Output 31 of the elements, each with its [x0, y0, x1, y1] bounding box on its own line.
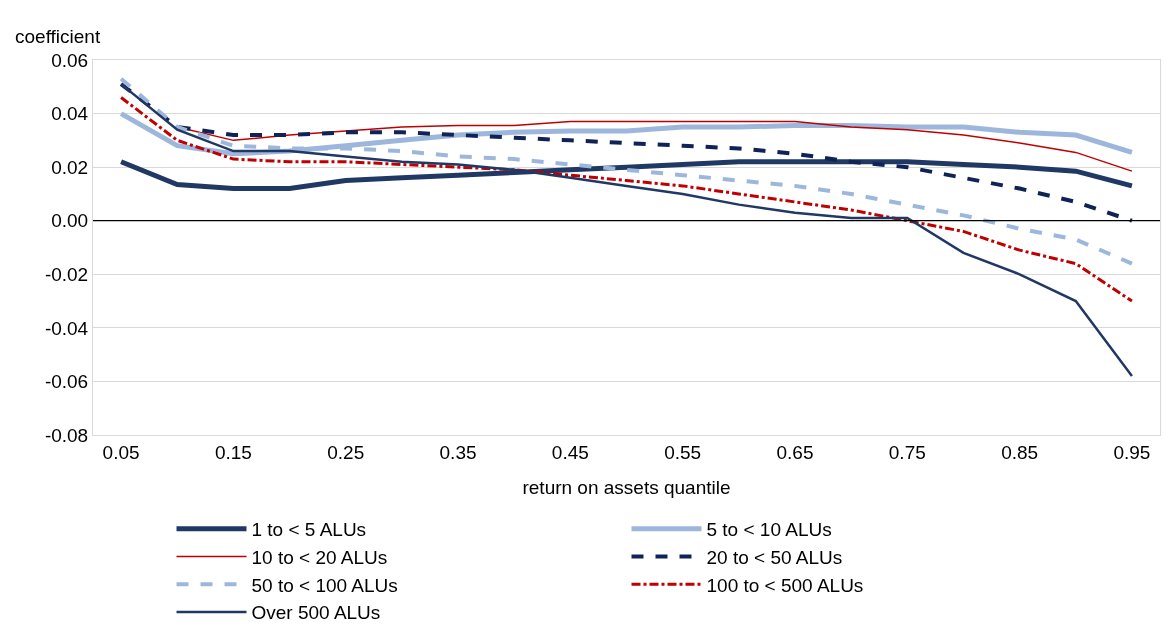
x-tick-label: 0.05 [102, 441, 140, 463]
y-tick-label: -0.02 [44, 263, 89, 285]
y-tick-label: 0.02 [51, 156, 89, 178]
x-tick-label: 0.55 [664, 441, 702, 463]
legend-label: 100 to < 500 ALUs [706, 574, 864, 596]
line-series [119, 82, 1134, 378]
legend-label: 50 to < 100 ALUs [251, 574, 398, 596]
legend-label: 10 to < 20 ALUs [251, 546, 388, 568]
legend-label: 5 to < 10 ALUs [706, 519, 832, 541]
x-tick-label: 0.75 [888, 441, 926, 463]
x-tick-label: 0.15 [214, 441, 252, 463]
x-tick-label: 0.45 [551, 441, 589, 463]
legend-label: 20 to < 50 ALUs [706, 546, 843, 568]
y-axis-title: coefficient [15, 26, 101, 47]
x-tick-label: 0.25 [327, 441, 365, 463]
line-series [119, 76, 1134, 266]
x-axis-title: return on assets quantile [522, 476, 731, 498]
legend-label: Over 500 ALUs [251, 602, 381, 624]
x-tick-label: 0.85 [1001, 441, 1039, 463]
legend-label: 1 to < 5 ALUs [251, 519, 367, 541]
y-tick-label: 0.00 [51, 210, 89, 232]
line-series [119, 96, 1134, 303]
y-tick-label: -0.06 [44, 371, 89, 393]
x-tick-label: 0.95 [1113, 441, 1151, 463]
line-series [119, 82, 1134, 223]
y-tick-label: -0.04 [44, 317, 89, 339]
x-tick-label: 0.35 [439, 441, 477, 463]
y-tick-label: 0.06 [51, 49, 89, 71]
y-tick-label: 0.04 [51, 103, 89, 125]
y-tick-label: -0.08 [44, 424, 89, 446]
x-tick-label: 0.65 [776, 441, 814, 463]
